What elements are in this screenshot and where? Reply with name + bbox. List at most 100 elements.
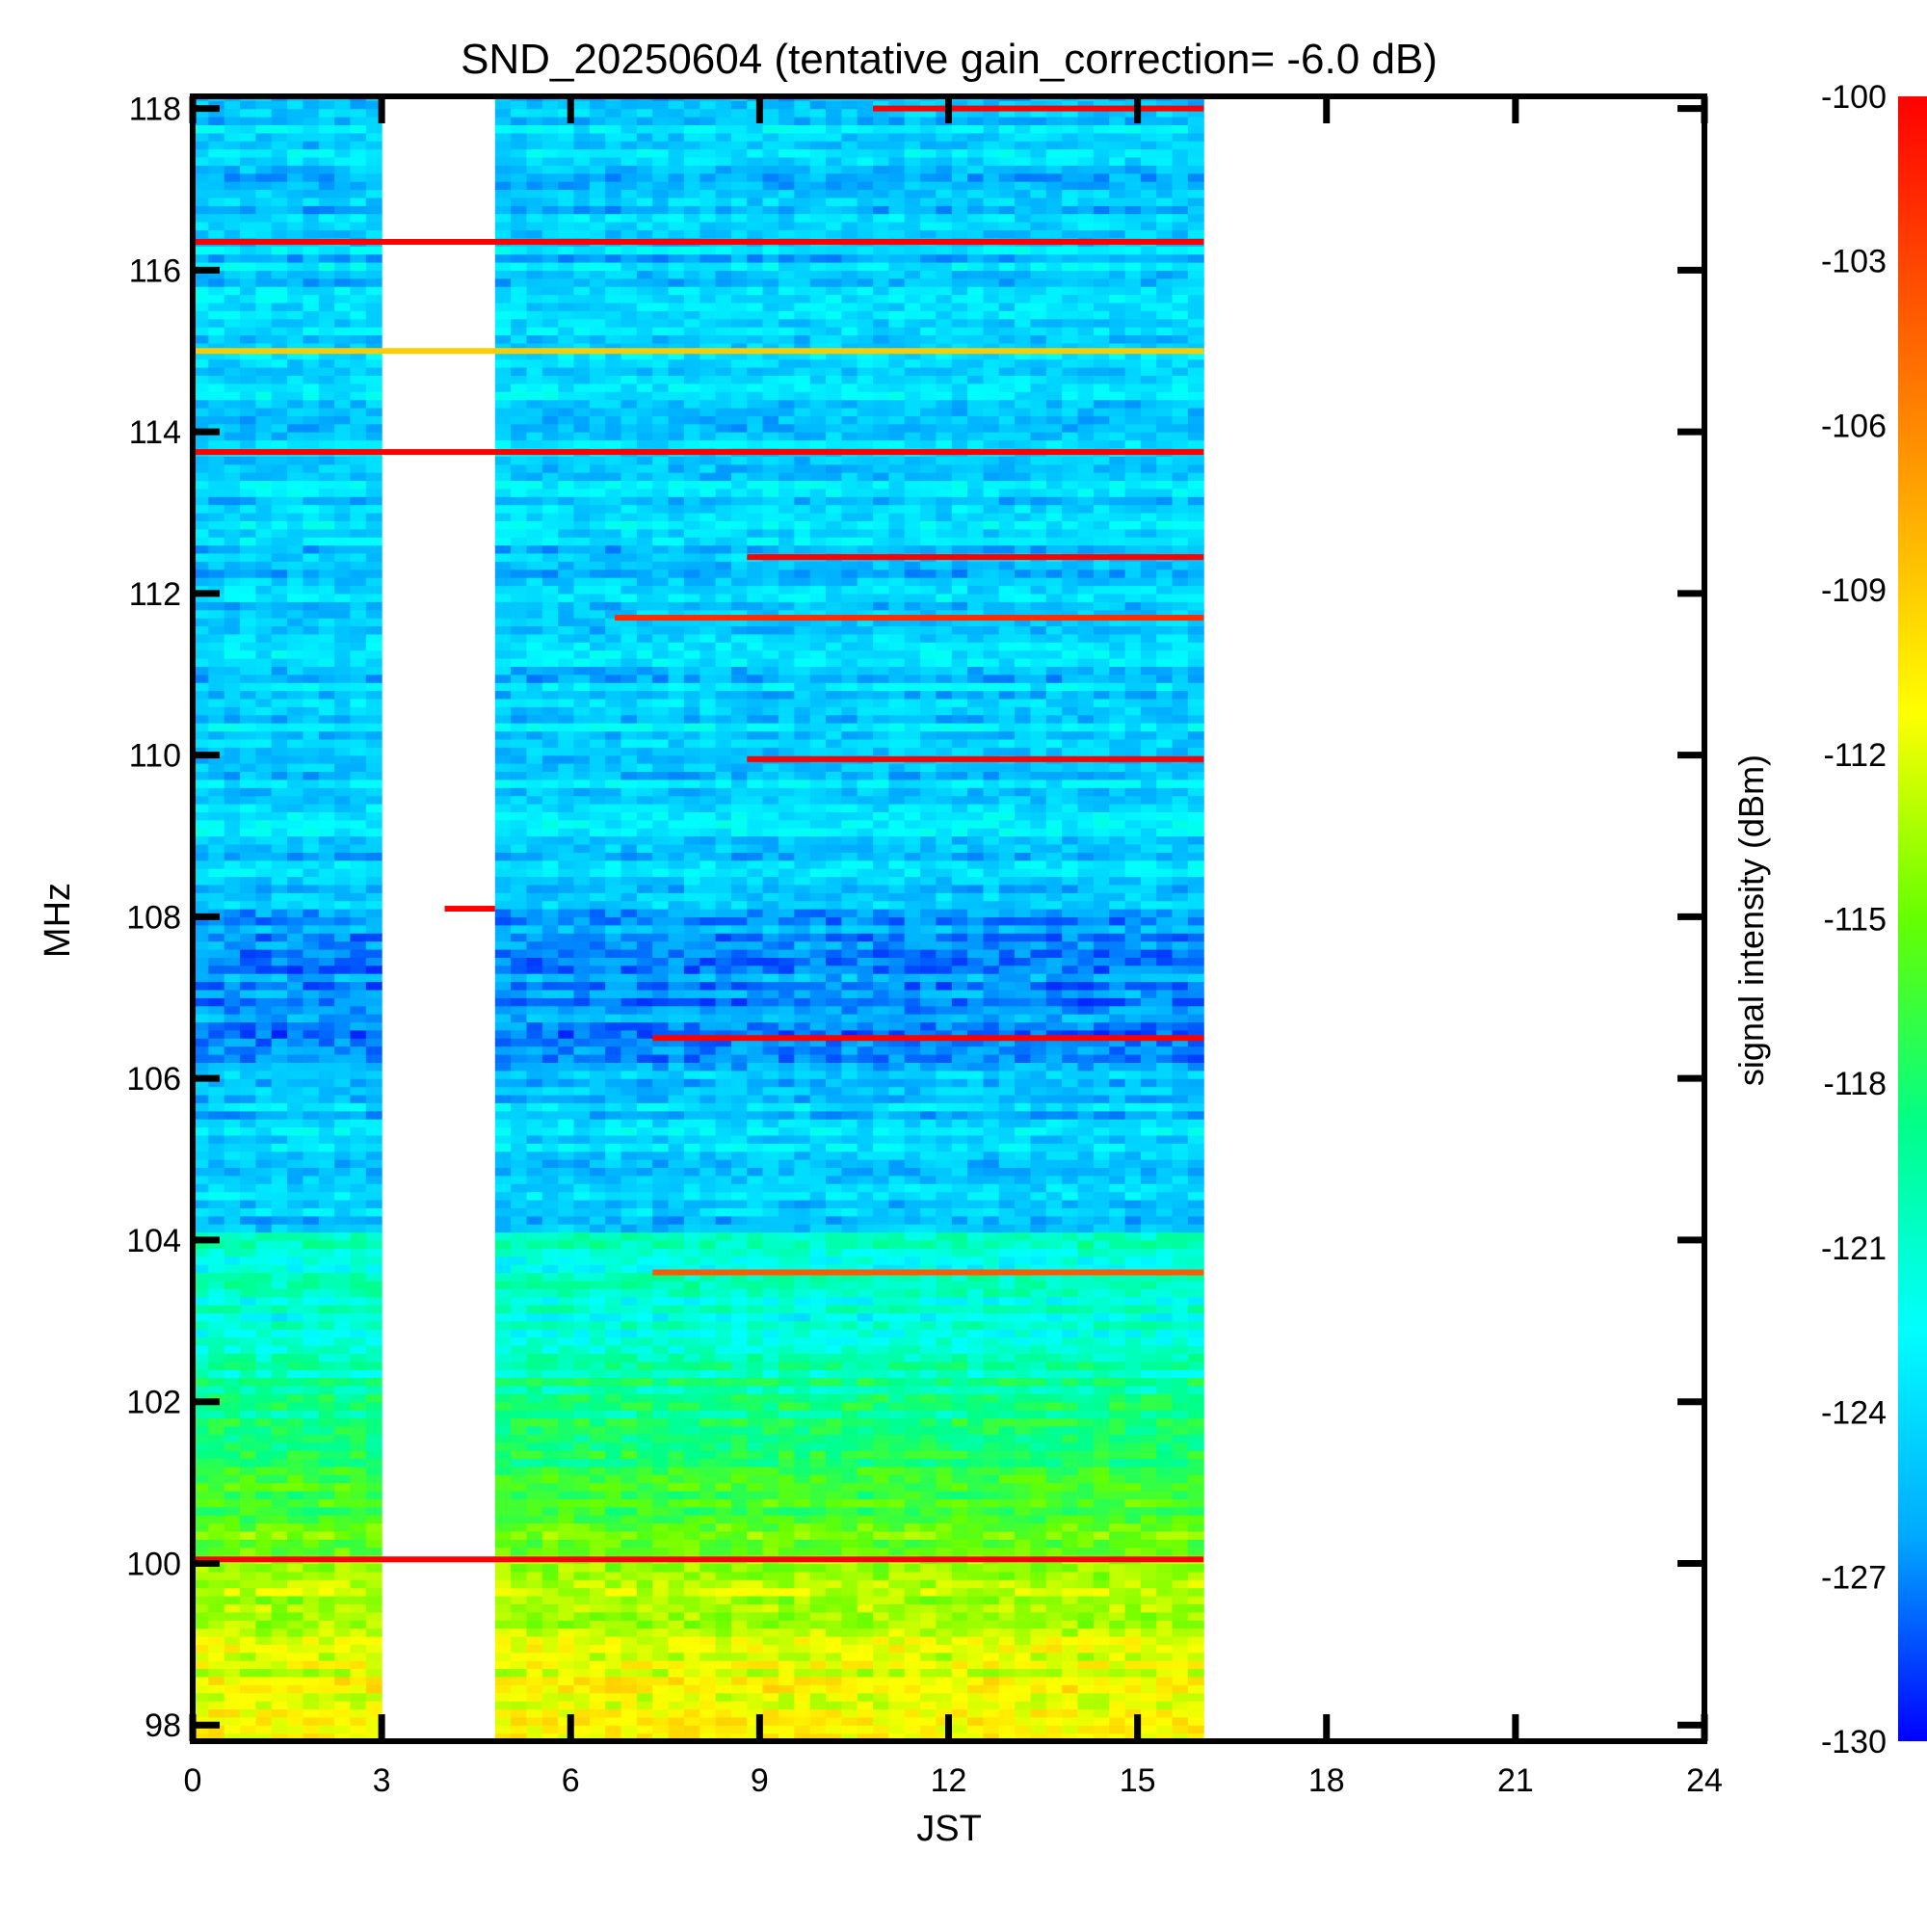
- heatmap-cell: [224, 1474, 241, 1484]
- heatmap-cell: [779, 1215, 795, 1225]
- heatmap-cell: [936, 1086, 953, 1096]
- heatmap-cell: [983, 1337, 1000, 1346]
- heatmap-cell: [558, 1482, 575, 1492]
- heatmap-cell: [700, 1094, 717, 1103]
- heatmap-cell: [1140, 1102, 1157, 1112]
- heatmap-cell: [668, 1676, 685, 1685]
- heatmap-cell: [779, 1491, 795, 1499]
- heatmap-cell: [1140, 1062, 1157, 1072]
- heatmap-cell: [715, 1134, 732, 1144]
- heatmap-cell: [936, 1337, 953, 1346]
- heatmap-cell: [1045, 1094, 1063, 1103]
- heatmap-cell: [794, 1733, 811, 1741]
- heatmap-cell: [841, 1644, 858, 1654]
- heatmap-cell: [1077, 1110, 1095, 1120]
- heatmap-cell: [683, 1676, 700, 1685]
- heatmap-cell: [1187, 1078, 1204, 1088]
- heatmap-cell: [983, 1701, 1000, 1710]
- heatmap-cell: [1140, 1119, 1157, 1128]
- heatmap-cell: [762, 1401, 779, 1411]
- heatmap-cell: [350, 1547, 367, 1556]
- heatmap-cell: [589, 1231, 606, 1241]
- heatmap-cell: [1109, 1320, 1126, 1330]
- heatmap-cell: [809, 1620, 827, 1629]
- heatmap-cell: [1140, 1264, 1157, 1274]
- heatmap-cell: [1124, 1401, 1142, 1411]
- heatmap-cell: [809, 1401, 827, 1411]
- heatmap-cell: [841, 1045, 858, 1055]
- heatmap-cell: [1015, 1224, 1031, 1233]
- heatmap-cell: [700, 1272, 717, 1282]
- heatmap-cell: [240, 1474, 256, 1484]
- heatmap-cell: [936, 1320, 953, 1330]
- heatmap-cell: [526, 1296, 543, 1306]
- heatmap-cell: [303, 1579, 320, 1589]
- heatmap-cell: [731, 1029, 748, 1039]
- heatmap-cell: [668, 1579, 685, 1589]
- heatmap-cell: [208, 1579, 225, 1589]
- heatmap-cell: [1187, 1215, 1204, 1225]
- heatmap-cell: [271, 1175, 288, 1184]
- heatmap-cell: [255, 1417, 273, 1427]
- heatmap-cell: [1045, 1515, 1063, 1524]
- heatmap-cell: [636, 1393, 653, 1403]
- heatmap-cell: [1015, 1038, 1031, 1047]
- heatmap-cell: [1077, 1296, 1095, 1306]
- heatmap-cell: [1045, 1231, 1063, 1241]
- heatmap-cell: [1015, 1450, 1031, 1459]
- heatmap-cell: [668, 1143, 685, 1152]
- heatmap-cell: [904, 1401, 921, 1411]
- heatmap-cell: [1030, 1191, 1047, 1201]
- heatmap-cell: [951, 1183, 968, 1193]
- heatmap-cell: [888, 1603, 906, 1613]
- heatmap-cell: [1062, 1167, 1079, 1177]
- heatmap-cell: [809, 1450, 827, 1459]
- heatmap-cell: [1093, 1167, 1110, 1177]
- heatmap-cell: [1077, 1733, 1095, 1741]
- heatmap-cell: [636, 1708, 653, 1718]
- heatmap-cell: [558, 1579, 575, 1589]
- heatmap-cell: [511, 1369, 527, 1379]
- heatmap-cell: [620, 1312, 638, 1322]
- heatmap-cell: [841, 1628, 858, 1637]
- heatmap-cell: [1015, 1102, 1031, 1112]
- heatmap-cell: [620, 1692, 638, 1702]
- heatmap-cell: [747, 1466, 764, 1475]
- heatmap-cell: [762, 1337, 779, 1346]
- heatmap-cell: [511, 1725, 527, 1734]
- heatmap-cell: [541, 1466, 559, 1475]
- heatmap-cell: [715, 1530, 732, 1540]
- heatmap-cell: [558, 1425, 575, 1435]
- heatmap-cell: [700, 1239, 717, 1249]
- heatmap-cell: [1093, 1410, 1110, 1419]
- heatmap-cell: [1124, 1110, 1142, 1120]
- heatmap-cell: [1109, 1288, 1126, 1298]
- heatmap-cell: [573, 1119, 591, 1128]
- heatmap-cell: [1156, 1410, 1174, 1419]
- heatmap-cell: [589, 1733, 606, 1741]
- heatmap-cell: [998, 1110, 1016, 1120]
- heatmap-cell: [1015, 1401, 1031, 1411]
- heatmap-cell: [951, 1482, 968, 1492]
- heatmap-cell: [951, 1207, 968, 1217]
- heatmap-cell: [255, 1239, 273, 1249]
- heatmap-cell: [1077, 1377, 1095, 1387]
- heatmap-cell: [731, 1264, 748, 1274]
- heatmap-cell: [334, 1191, 351, 1201]
- heatmap-cell: [731, 1038, 748, 1047]
- heatmap-cell: [983, 1603, 1000, 1613]
- heatmap-cell: [779, 1434, 795, 1443]
- heatmap-cell: [1062, 1716, 1079, 1726]
- heatmap-cell: [998, 1062, 1016, 1072]
- heatmap-cell: [841, 1062, 858, 1072]
- heatmap-cell: [318, 1442, 335, 1451]
- heatmap-cell: [809, 1191, 827, 1201]
- heatmap-cell: [334, 1151, 351, 1160]
- heatmap-cell: [287, 1167, 304, 1177]
- heatmap-cell: [365, 1151, 383, 1160]
- heatmap-cell: [1015, 1733, 1031, 1741]
- heatmap-cell: [1156, 1644, 1174, 1654]
- heatmap-cell: [541, 1054, 559, 1063]
- heatmap-cell: [303, 1474, 320, 1484]
- heatmap-cell: [365, 1231, 383, 1241]
